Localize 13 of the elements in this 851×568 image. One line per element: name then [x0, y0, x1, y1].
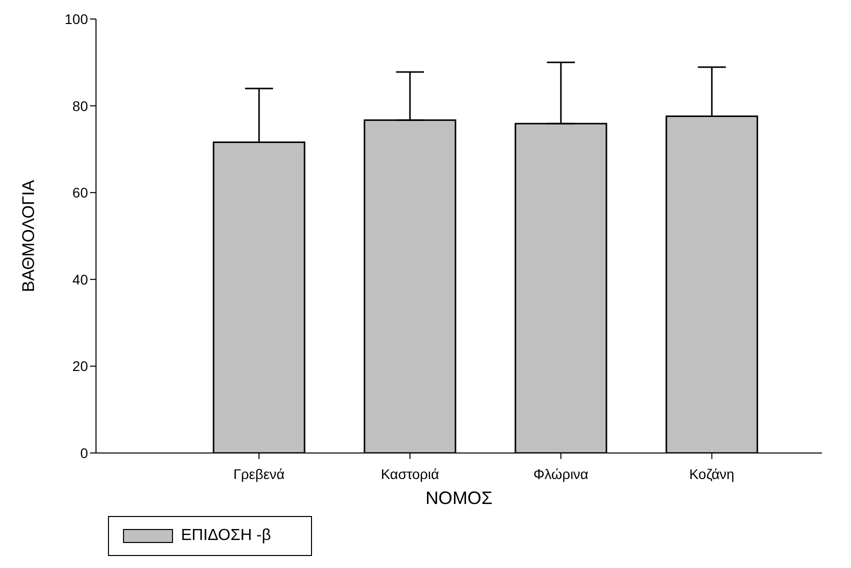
x-tick-label: Γρεβενά	[233, 466, 285, 482]
y-tick-label: 60	[72, 184, 88, 201]
x-tick-label: Καστοριά	[380, 466, 440, 482]
y-tick-label: 0	[80, 444, 88, 461]
y-tick-label: 20	[72, 358, 88, 374]
y-axis-title: ΒΑΘΜΟΛΟΓΙΑ	[19, 179, 38, 292]
legend-label: ΕΠΙΔΟΣΗ -β	[181, 527, 271, 545]
x-tick-label: Φλώρινα	[533, 466, 588, 482]
x-axis-title: ΝΟΜΟΣ	[425, 488, 493, 508]
y-tick-label: 40	[72, 271, 88, 288]
x-tick-label: Κοζάνη	[689, 466, 734, 482]
y-tick-label: 100	[64, 10, 88, 27]
y-tick-label: 80	[72, 98, 88, 114]
